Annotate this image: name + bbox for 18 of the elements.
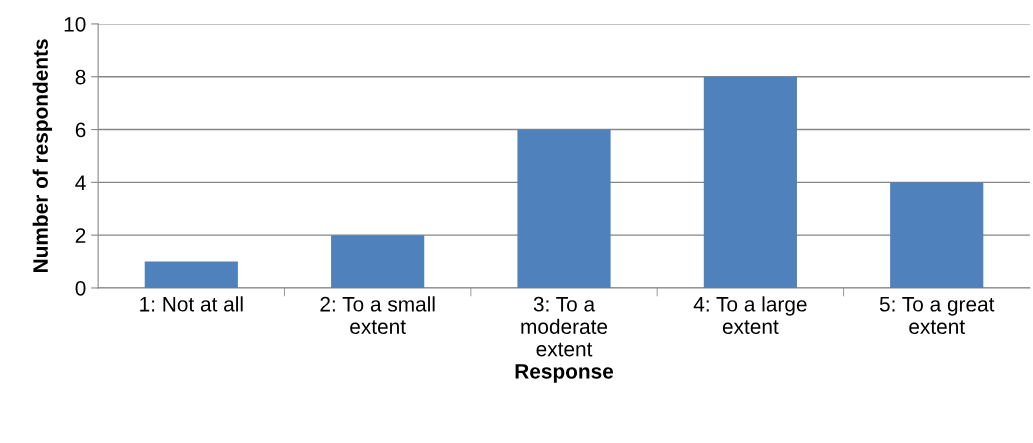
x-tick-label: 5: To a great extent [879, 297, 995, 335]
x-tick-label: 4: To a large extent [693, 296, 807, 335]
bar [331, 235, 425, 288]
y-axis-title: Number of respondents [32, 39, 53, 273]
x-axis-title: Response [515, 364, 614, 383]
y-tick-label: 8 [75, 69, 86, 85]
bar [890, 182, 984, 288]
bar [517, 129, 611, 288]
y-tick-label: 0 [75, 280, 86, 296]
x-tick-label: 1: Not at all [140, 296, 243, 312]
bar [144, 261, 238, 288]
y-tick-label: 4 [75, 175, 86, 190]
y-tick-label: 10 [64, 16, 86, 32]
bar [703, 76, 797, 288]
x-tick-label: 3: To a moderate extent [521, 296, 608, 357]
y-tick-label: 6 [75, 122, 86, 138]
x-tick-label: 2: To a small extent [320, 296, 435, 335]
y-tick-label: 2 [75, 228, 86, 243]
